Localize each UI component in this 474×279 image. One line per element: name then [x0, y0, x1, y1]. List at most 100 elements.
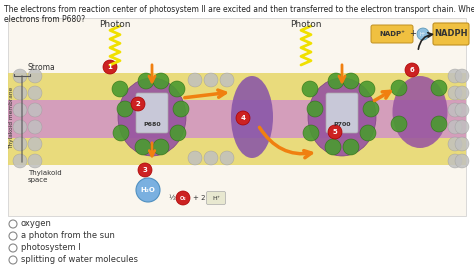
- Circle shape: [135, 139, 151, 155]
- FancyBboxPatch shape: [371, 25, 413, 43]
- Text: Thylakoid
space: Thylakoid space: [28, 170, 62, 183]
- Text: NADP⁺: NADP⁺: [379, 31, 405, 37]
- Circle shape: [28, 154, 42, 168]
- Text: oxygen: oxygen: [21, 220, 52, 229]
- Circle shape: [176, 191, 190, 205]
- Circle shape: [343, 73, 359, 89]
- Circle shape: [220, 73, 234, 87]
- Text: a photon from the sun: a photon from the sun: [21, 232, 115, 240]
- Text: 1: 1: [108, 64, 112, 70]
- Circle shape: [117, 101, 133, 117]
- Circle shape: [204, 151, 218, 165]
- Circle shape: [138, 73, 154, 89]
- Text: 2: 2: [136, 101, 140, 107]
- Text: H⁺: H⁺: [212, 196, 220, 201]
- Circle shape: [188, 73, 202, 87]
- Circle shape: [9, 256, 17, 264]
- Circle shape: [9, 220, 17, 228]
- Circle shape: [13, 103, 27, 117]
- Text: 6: 6: [410, 67, 414, 73]
- Circle shape: [391, 80, 407, 96]
- Circle shape: [28, 137, 42, 151]
- Text: H₂O: H₂O: [141, 187, 155, 193]
- Text: Thylakoid membrane: Thylakoid membrane: [9, 87, 15, 149]
- Circle shape: [328, 73, 344, 89]
- Circle shape: [153, 139, 169, 155]
- Circle shape: [153, 73, 169, 89]
- Circle shape: [13, 69, 27, 83]
- Circle shape: [204, 73, 218, 87]
- FancyBboxPatch shape: [207, 191, 226, 205]
- Circle shape: [448, 137, 462, 151]
- Circle shape: [448, 103, 462, 117]
- FancyBboxPatch shape: [433, 23, 469, 45]
- Circle shape: [28, 103, 42, 117]
- Text: ½: ½: [169, 195, 175, 201]
- Text: 5: 5: [333, 129, 337, 135]
- Text: NADPH: NADPH: [434, 30, 468, 39]
- Circle shape: [13, 137, 27, 151]
- Text: photosystem I: photosystem I: [21, 244, 81, 252]
- Circle shape: [13, 86, 27, 100]
- Circle shape: [220, 151, 234, 165]
- Circle shape: [138, 163, 152, 177]
- Circle shape: [431, 116, 447, 132]
- Circle shape: [13, 154, 27, 168]
- Circle shape: [417, 28, 429, 40]
- Text: splitting of water molecules: splitting of water molecules: [21, 256, 138, 264]
- Circle shape: [391, 116, 407, 132]
- Circle shape: [303, 125, 319, 141]
- Circle shape: [131, 97, 145, 111]
- Circle shape: [359, 81, 375, 97]
- Bar: [8, 73, 466, 100]
- Circle shape: [448, 69, 462, 83]
- Ellipse shape: [392, 76, 447, 148]
- Text: +: +: [410, 30, 417, 39]
- Circle shape: [9, 244, 17, 252]
- Text: P680: P680: [143, 122, 161, 128]
- Text: Photon: Photon: [99, 20, 131, 29]
- Text: O₂: O₂: [180, 196, 186, 201]
- Circle shape: [328, 125, 342, 139]
- Circle shape: [360, 125, 376, 141]
- Circle shape: [28, 120, 42, 134]
- Circle shape: [170, 125, 186, 141]
- Ellipse shape: [231, 76, 273, 158]
- Text: Stroma: Stroma: [28, 63, 56, 72]
- FancyBboxPatch shape: [326, 93, 358, 133]
- Circle shape: [448, 154, 462, 168]
- Circle shape: [307, 101, 323, 117]
- Circle shape: [113, 125, 129, 141]
- Circle shape: [455, 154, 469, 168]
- FancyBboxPatch shape: [136, 93, 168, 133]
- Circle shape: [455, 137, 469, 151]
- Circle shape: [28, 69, 42, 83]
- Circle shape: [455, 120, 469, 134]
- Text: The electrons from reaction center of photosystem II are excited and then transf: The electrons from reaction center of ph…: [4, 5, 474, 24]
- Circle shape: [431, 80, 447, 96]
- Circle shape: [302, 81, 318, 97]
- Circle shape: [325, 139, 341, 155]
- Circle shape: [363, 101, 379, 117]
- Text: 3: 3: [143, 167, 147, 173]
- Circle shape: [455, 103, 469, 117]
- Text: + 2: + 2: [193, 195, 206, 201]
- Text: 4: 4: [240, 115, 246, 121]
- Bar: [8, 18, 466, 216]
- Circle shape: [448, 120, 462, 134]
- Text: Photon: Photon: [290, 20, 322, 29]
- Circle shape: [405, 63, 419, 77]
- Circle shape: [136, 178, 160, 202]
- Circle shape: [236, 111, 250, 125]
- Ellipse shape: [118, 78, 186, 156]
- Circle shape: [173, 101, 189, 117]
- Bar: [8, 138, 466, 165]
- Circle shape: [188, 151, 202, 165]
- Circle shape: [13, 120, 27, 134]
- Text: H⁺: H⁺: [420, 32, 426, 37]
- Ellipse shape: [308, 78, 376, 156]
- Circle shape: [9, 232, 17, 240]
- Circle shape: [28, 86, 42, 100]
- Circle shape: [455, 69, 469, 83]
- Circle shape: [455, 86, 469, 100]
